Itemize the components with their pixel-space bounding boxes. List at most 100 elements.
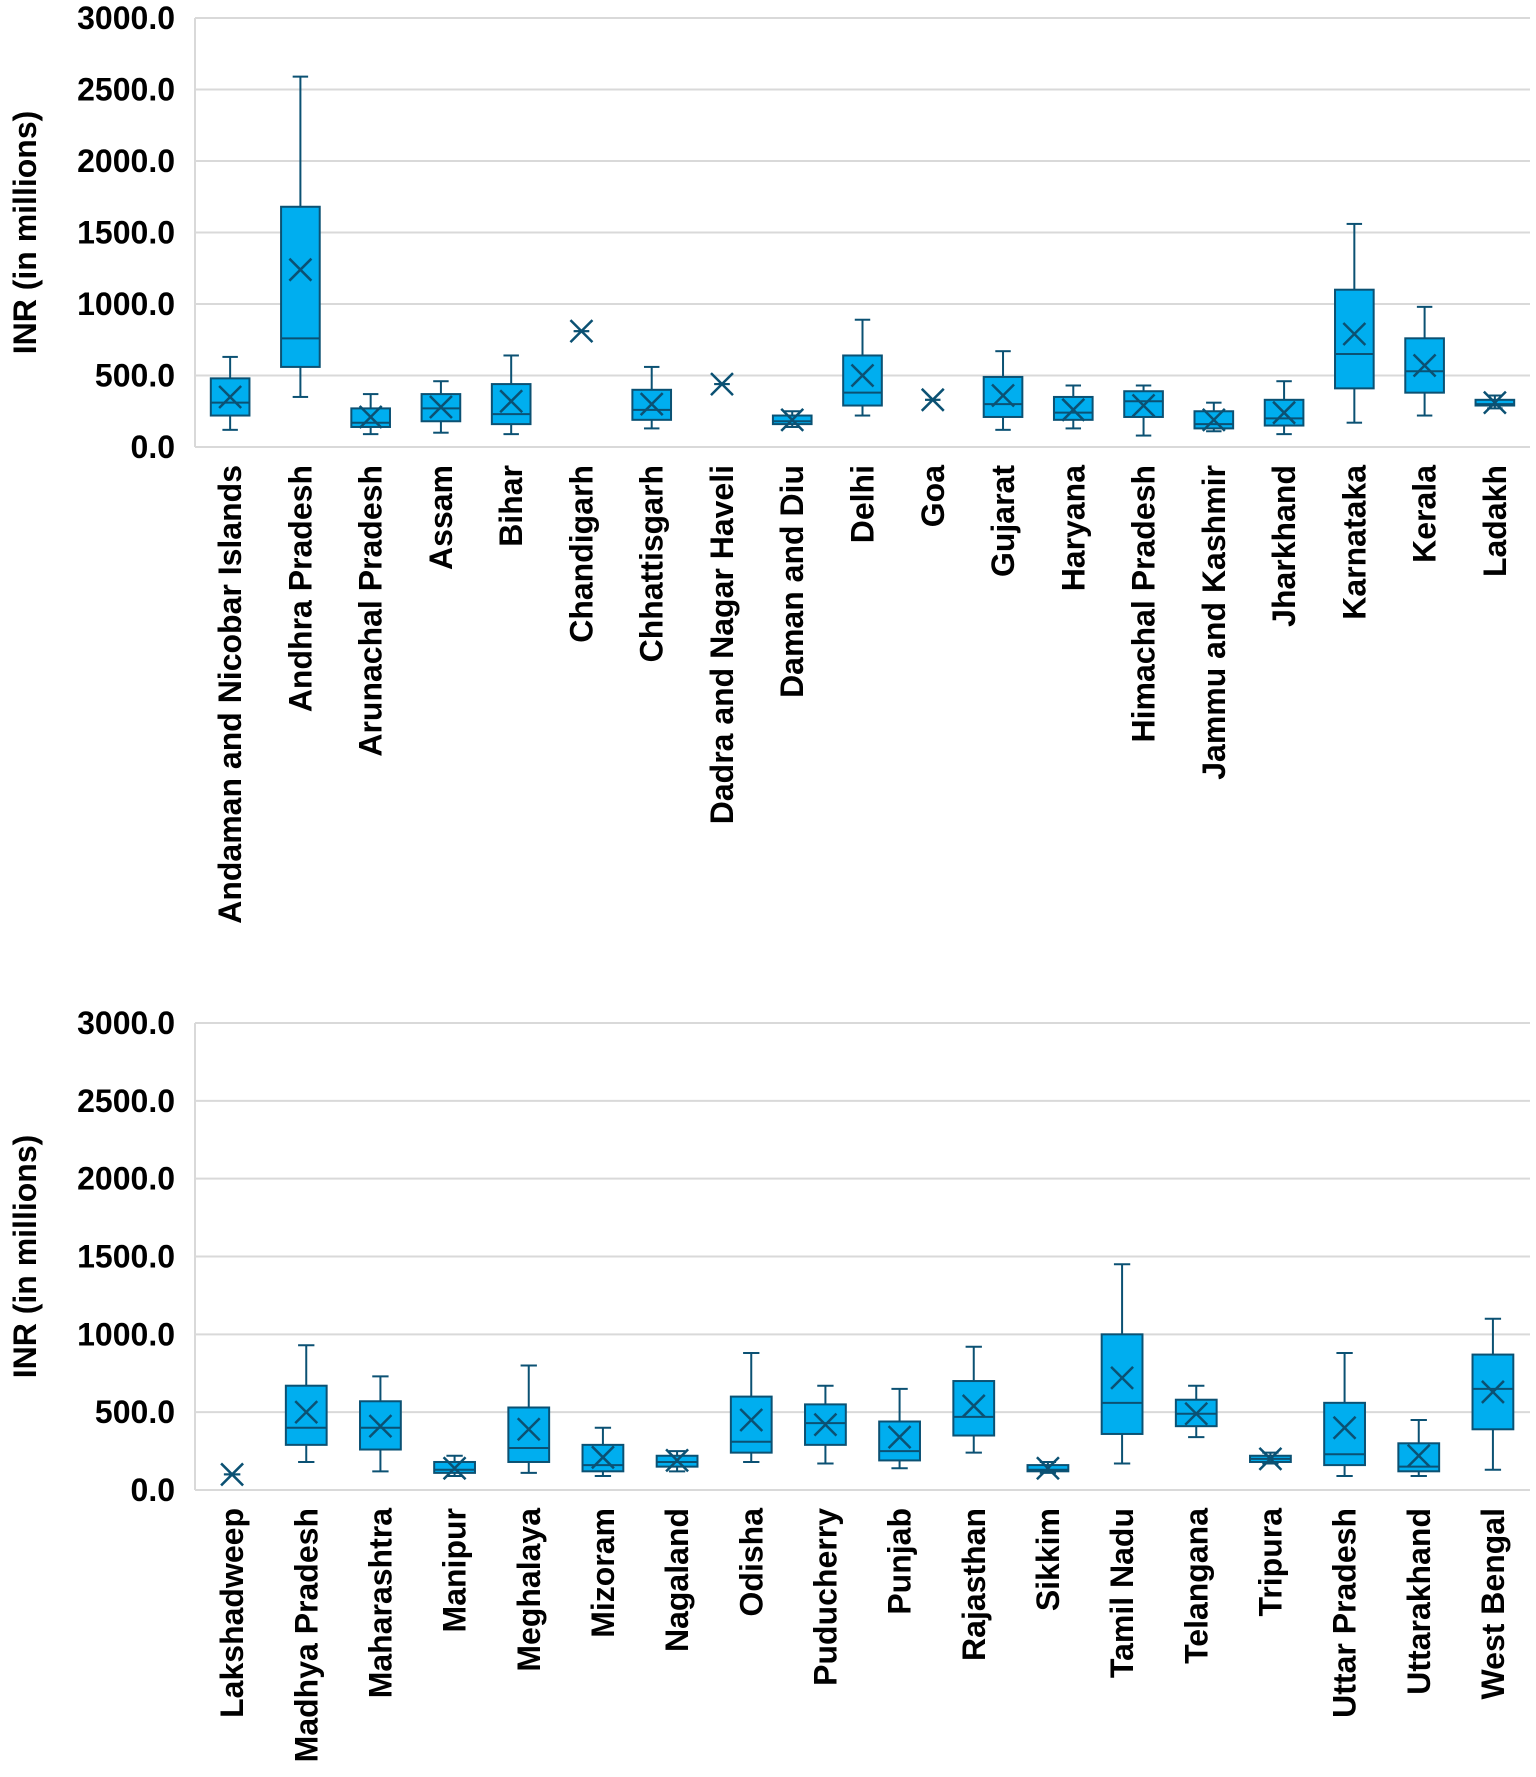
mean-marker: [1412, 353, 1437, 378]
x-category-label: Dadra and Nagar Haveli: [704, 465, 740, 824]
mean-marker-stroke: [850, 363, 875, 388]
y-tick-label: 1500.0: [77, 215, 175, 251]
mean-marker: [1482, 390, 1507, 415]
mean-marker: [1272, 400, 1296, 425]
mean-marker: [991, 383, 1015, 408]
box-iqr: [1323, 1401, 1366, 1467]
y-tick-label: 500.0: [95, 358, 175, 394]
mean-marker: [665, 1448, 689, 1473]
y-tick-label: 3000.0: [77, 0, 175, 36]
mean-marker-stroke: [1201, 407, 1226, 432]
mean-marker-stroke: [1412, 353, 1437, 378]
box-delhi: [842, 318, 883, 417]
mean-marker-stroke: [1061, 397, 1086, 422]
mean-marker-stroke: [442, 1456, 467, 1481]
x-category-label: Jammu and Kashmir: [1196, 465, 1232, 780]
mean-marker-stroke: [499, 389, 524, 414]
mean-marker: [1201, 407, 1226, 432]
mean-marker: [961, 1394, 986, 1418]
y-tick-label: 3000.0: [77, 1005, 175, 1041]
y-tick-label: 500.0: [95, 1394, 175, 1430]
box-iqr: [490, 383, 532, 426]
x-category-label: Uttar Pradesh: [1327, 1508, 1363, 1718]
box-iqr: [952, 1380, 996, 1437]
box-manipur: [433, 1454, 476, 1481]
box-maharashtra: [359, 1375, 402, 1473]
x-category-label: Gujarat: [985, 465, 1021, 577]
y-tick-label: 0.0: [131, 429, 175, 465]
box-iqr: [284, 1384, 328, 1446]
x-category-label: Himachal Pradesh: [1126, 465, 1162, 742]
box-gujarat: [982, 350, 1024, 431]
mean-marker: [1332, 1415, 1357, 1440]
y-axis-title: INR (in millions): [7, 111, 43, 355]
box-arunachal-pradesh: [350, 393, 391, 436]
box-daman-and-diu: [771, 407, 813, 432]
mean-marker: [1184, 1401, 1209, 1426]
mean-marker: [294, 1400, 319, 1425]
mean-marker: [288, 257, 313, 282]
y-axis-title: INR (in millions): [7, 1135, 43, 1379]
mean-marker: [710, 372, 734, 396]
x-category-label: Lakshadweep: [214, 1508, 250, 1718]
mean-marker: [218, 385, 243, 409]
mean-marker: [368, 1414, 393, 1439]
mean-marker: [1061, 397, 1086, 422]
mean-marker-stroke: [358, 405, 383, 429]
box-bihar: [490, 354, 532, 436]
mean-marker: [739, 1408, 764, 1432]
x-category-label: Assam: [423, 465, 459, 570]
x-category-label: Puducherry: [807, 1508, 843, 1686]
box-iqr: [1123, 390, 1164, 418]
box-tripura: [1249, 1446, 1292, 1471]
box-iqr: [280, 205, 321, 368]
mean-marker: [499, 389, 524, 414]
box-iqr: [878, 1420, 921, 1462]
x-category-label: Andhra Pradesh: [282, 465, 318, 712]
x-category-label: Odisha: [733, 1508, 769, 1617]
mean-marker-stroke: [813, 1412, 838, 1437]
mean-marker: [516, 1417, 541, 1442]
box-uttarakhand: [1397, 1418, 1441, 1477]
x-category-label: Chhattisgarh: [634, 465, 670, 662]
mean-marker-stroke: [665, 1448, 689, 1473]
x-category-label: Madhya Pradesh: [288, 1508, 324, 1762]
box-iqr: [729, 1395, 773, 1454]
box-odisha: [729, 1352, 773, 1463]
mean-marker: [920, 387, 945, 412]
x-category-label: Punjab: [882, 1508, 918, 1615]
mean-marker: [850, 363, 875, 388]
mean-marker: [1481, 1380, 1505, 1404]
mean-marker-stroke: [1482, 390, 1507, 415]
box-mizoram: [581, 1426, 625, 1477]
box-jharkhand: [1263, 380, 1305, 436]
box-tamil-nadu: [1100, 1263, 1144, 1465]
x-category-label: Goa: [915, 465, 951, 527]
mean-marker-stroke: [368, 1414, 393, 1439]
x-category-label: Telangana: [1178, 1508, 1214, 1664]
box-goa: [920, 387, 945, 412]
mean-marker-stroke: [1036, 1456, 1060, 1481]
x-category-label: Daman and Diu: [774, 465, 810, 698]
box-jammu-and-kashmir: [1193, 401, 1235, 433]
mean-marker-stroke: [1342, 322, 1367, 346]
y-tick-label: 1500.0: [77, 1239, 175, 1275]
box-puducherry: [804, 1384, 847, 1465]
x-category-label: Karnataka: [1336, 465, 1372, 620]
box-telangana: [1174, 1384, 1218, 1439]
mean-marker-stroke: [1258, 1446, 1283, 1471]
x-category-label: Tripura: [1252, 1508, 1288, 1617]
box-iqr: [842, 354, 883, 407]
y-tick-label: 0.0: [131, 1472, 175, 1508]
box-ladakh: [1474, 390, 1516, 415]
mean-marker-stroke: [218, 385, 243, 409]
mean-marker-stroke: [288, 257, 313, 282]
mean-marker: [639, 392, 664, 416]
mean-marker: [569, 319, 594, 344]
x-category-label: Jharkhand: [1266, 465, 1302, 627]
x-category-label: Ladakh: [1477, 465, 1513, 577]
mean-marker: [220, 1462, 244, 1487]
box-chhattisgarh: [631, 365, 673, 430]
box-assam: [420, 380, 462, 434]
